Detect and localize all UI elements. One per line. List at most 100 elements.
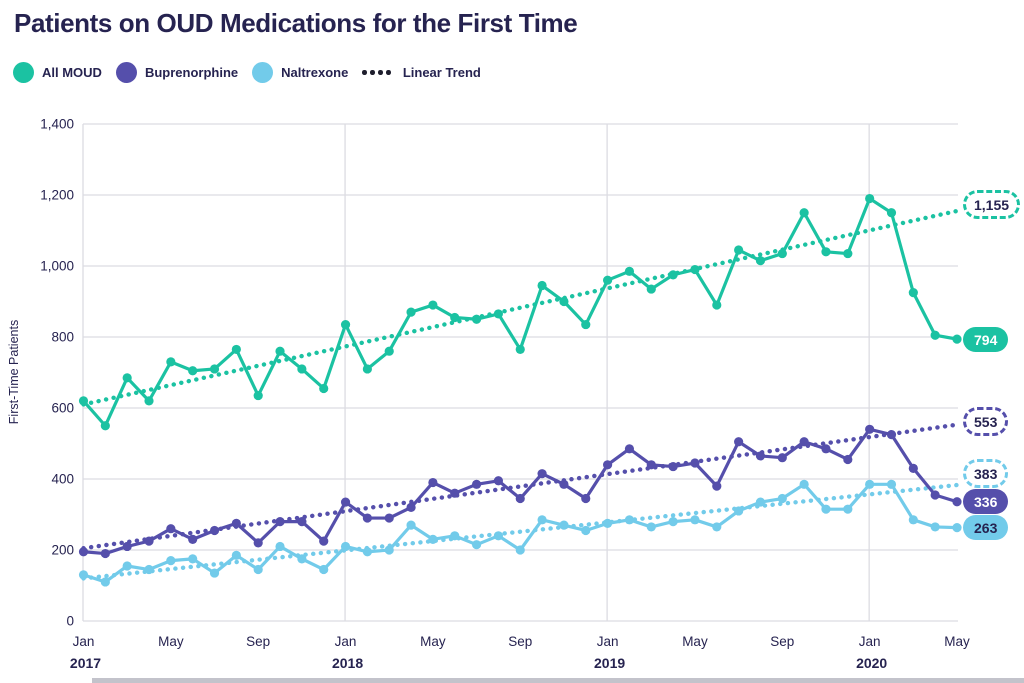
- data-point: [297, 364, 307, 374]
- data-point: [319, 383, 329, 394]
- data-point: [384, 513, 394, 523]
- data-point: [886, 479, 897, 489]
- data-point: [122, 541, 132, 552]
- data-point: [166, 524, 176, 534]
- data-point: [78, 547, 89, 557]
- x-tick-label: May: [158, 634, 184, 649]
- legend-item-linear-trend: Linear Trend: [362, 65, 481, 80]
- data-point: [253, 390, 263, 401]
- data-point: [166, 556, 176, 566]
- data-point: [122, 561, 132, 571]
- x-tick-label: Jan: [859, 634, 881, 649]
- data-point: [646, 460, 656, 470]
- data-point: [231, 550, 241, 560]
- data-point: [603, 460, 613, 470]
- series-markers-buprenorphine: [78, 424, 962, 559]
- data-point: [777, 493, 787, 504]
- data-point: [755, 451, 766, 461]
- legend-dot-icon: [13, 62, 34, 83]
- data-point: [734, 506, 744, 516]
- data-point: [668, 461, 678, 472]
- data-point: [712, 481, 722, 491]
- data-point: [340, 497, 351, 507]
- data-point: [319, 564, 329, 575]
- data-point: [78, 570, 89, 580]
- data-point: [930, 522, 940, 532]
- y-tick-label: 400: [51, 472, 74, 487]
- x-tick-label: Sep: [246, 634, 270, 649]
- trend-end-label-all-moud: 1,155: [963, 190, 1021, 219]
- legend-label: All MOUD: [42, 65, 102, 80]
- data-point: [537, 515, 547, 525]
- data-point: [100, 548, 110, 559]
- data-point: [515, 545, 525, 555]
- data-point: [493, 531, 504, 541]
- chart-title: Patients on OUD Medications for the Firs…: [14, 8, 578, 38]
- data-point: [624, 444, 635, 454]
- legend: All MOUD Buprenorphine Naltrexone Linear Tr…: [13, 62, 481, 83]
- data-point: [319, 536, 329, 546]
- series-line-all-moud: [81, 196, 959, 428]
- data-point: [930, 330, 940, 340]
- series-markers-naltrexone: [78, 479, 962, 587]
- data-point: [799, 479, 809, 489]
- data-point: [471, 479, 482, 489]
- x-axis-ticks: Jan 2017 May Sep Jan 2018 May Sep Jan 2019 May Sep J…: [70, 634, 970, 671]
- trendline-all-moud: [81, 208, 960, 407]
- data-point: [253, 564, 263, 575]
- data-point: [755, 256, 766, 266]
- legend-label: Linear Trend: [402, 65, 481, 80]
- data-point: [166, 357, 176, 367]
- legend-item-buprenorphine: Buprenorphine: [115, 62, 238, 83]
- y-axis-title: First-Time Patients: [7, 320, 21, 424]
- data-point: [275, 346, 285, 356]
- data-point: [275, 517, 285, 527]
- data-point: [777, 453, 787, 463]
- y-tick-label: 600: [51, 401, 74, 416]
- legend-dotted-line-icon: [362, 70, 391, 75]
- data-point: [362, 513, 372, 523]
- data-point: [690, 458, 700, 468]
- data-point: [100, 577, 110, 587]
- data-point: [209, 568, 220, 578]
- data-point: [515, 493, 525, 504]
- legend-dot-icon: [252, 62, 274, 83]
- data-point: [908, 515, 918, 525]
- data-point: [78, 396, 89, 406]
- x-tick-label: Jan: [597, 634, 619, 649]
- data-point: [188, 534, 198, 544]
- data-point: [886, 430, 897, 440]
- x-tick-label: Sep: [770, 634, 794, 649]
- data-point: [493, 309, 504, 319]
- data-point: [668, 270, 678, 280]
- data-point: [297, 554, 307, 564]
- x-tick-year-label: 2020: [856, 655, 887, 671]
- data-point: [646, 522, 656, 532]
- trend-end-label-naltrexone: 383: [963, 459, 1009, 488]
- data-point: [908, 288, 918, 298]
- series-end-label-buprenorphine: 336: [963, 489, 1009, 514]
- x-tick-label: Jan: [335, 634, 357, 649]
- data-point: [428, 477, 438, 488]
- data-point: [821, 444, 831, 454]
- data-point: [450, 312, 460, 323]
- data-point: [865, 193, 875, 204]
- data-point: [144, 396, 154, 406]
- data-point: [537, 280, 547, 291]
- data-point: [952, 334, 962, 344]
- data-point: [581, 525, 591, 536]
- x-tick-year-label: 2018: [332, 655, 363, 671]
- x-tick-year-label: 2017: [70, 655, 101, 671]
- x-tick-label: May: [944, 634, 970, 649]
- data-point: [231, 344, 241, 355]
- data-point: [384, 545, 394, 555]
- data-point: [603, 518, 613, 528]
- data-point: [865, 479, 875, 489]
- y-axis-ticks: 0 200 400 600 800 1,000 1,200 1,400: [40, 117, 74, 629]
- data-point: [777, 248, 787, 259]
- footer-bar: [92, 678, 1024, 683]
- trendline-buprenorphine: [81, 422, 960, 551]
- legend-item-naltrexone: Naltrexone: [252, 62, 348, 83]
- data-point: [865, 424, 875, 434]
- data-point: [362, 547, 372, 557]
